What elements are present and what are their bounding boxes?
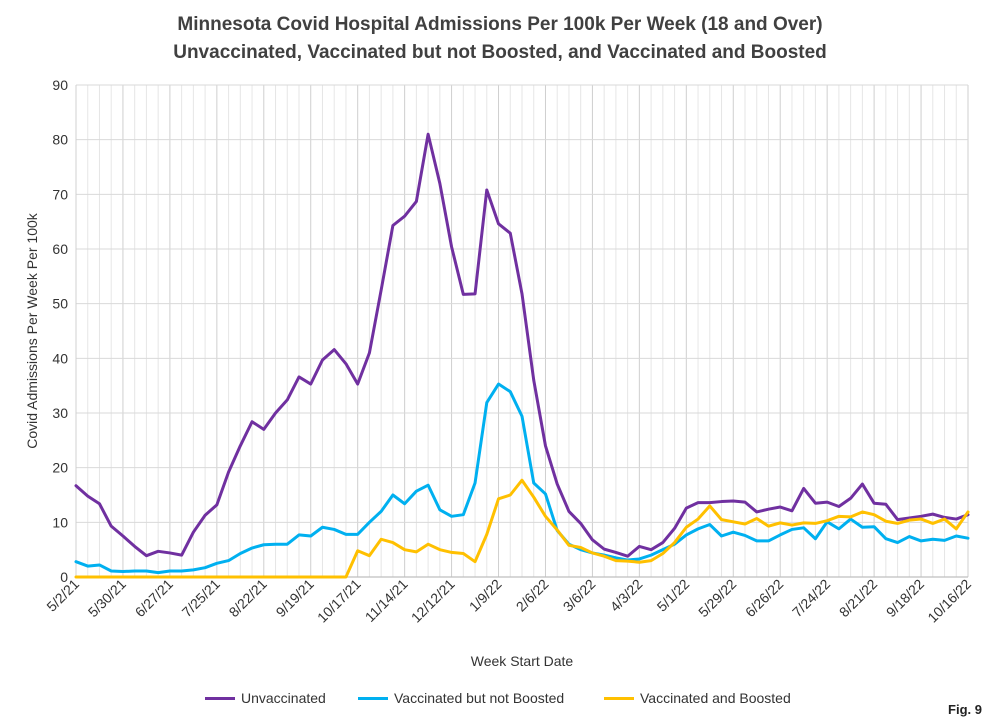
- x-tick-label: 10/17/21: [314, 576, 364, 626]
- x-tick-label: 5/1/22: [654, 576, 693, 615]
- x-tick-label: 12/12/21: [408, 576, 458, 626]
- x-tick-label: 8/21/22: [836, 576, 880, 620]
- legend-label-vaccinated-not-boosted: Vaccinated but not Boosted: [394, 690, 565, 706]
- legend-label-unvaccinated: Unvaccinated: [241, 690, 326, 706]
- x-tick-label: 3/6/22: [560, 576, 599, 615]
- legend-item-unvaccinated: Unvaccinated: [205, 690, 326, 706]
- legend-swatch-unvaccinated: [205, 696, 235, 700]
- y-tick-label: 80: [52, 132, 68, 148]
- x-tick-label: 6/27/21: [132, 576, 176, 620]
- chart-title: Minnesota Covid Hospital Admissions Per …: [177, 14, 823, 35]
- y-tick-label: 10: [52, 514, 68, 530]
- x-tick-label: 11/14/21: [362, 576, 411, 625]
- y-tick-label: 40: [52, 350, 68, 366]
- x-tick-label: 2/6/22: [513, 576, 552, 615]
- unvaccinated-line: [74, 132, 970, 558]
- legend-item-vaccinated-boosted: Vaccinated and Boosted: [604, 690, 791, 706]
- figure-label: Fig. 9: [948, 702, 982, 717]
- x-tick-label: 6/26/22: [742, 576, 786, 620]
- x-tick-label: 1/9/22: [466, 576, 505, 615]
- vaccinated-boosted-line: [74, 478, 970, 579]
- x-tick-label: 9/19/21: [273, 576, 317, 620]
- x-tick-label: 5/29/22: [695, 576, 739, 620]
- y-tick-label: 90: [52, 77, 68, 93]
- legend-item-vaccinated-not-boosted: Vaccinated but not Boosted: [358, 690, 564, 706]
- x-tick-label: 9/18/22: [883, 576, 927, 620]
- legend-label-vaccinated-boosted: Vaccinated and Boosted: [640, 690, 791, 706]
- x-tick-label: 7/25/21: [179, 576, 223, 620]
- chart-subtitle: Unvaccinated, Vaccinated but not Boosted…: [173, 42, 827, 63]
- y-tick-label: 50: [52, 296, 68, 312]
- y-tick-label: 0: [60, 569, 68, 585]
- y-tick-label: 30: [52, 405, 68, 421]
- x-axis-title: Week Start Date: [471, 653, 574, 669]
- x-tick-label: 10/16/22: [924, 576, 974, 626]
- x-tick-label: 4/3/22: [607, 576, 646, 615]
- y-tick-label: 20: [52, 460, 68, 476]
- y-tick-label: 60: [52, 241, 68, 257]
- y-tick-label: 70: [52, 186, 68, 202]
- legend-swatch-vaccinated-boosted: [604, 696, 634, 700]
- legend-swatch-vaccinated-not-boosted: [358, 696, 388, 700]
- vaccinated-not-boosted-line: [74, 382, 970, 575]
- x-tick-label: 7/24/22: [789, 576, 833, 620]
- x-tick-label: 5/30/21: [85, 576, 129, 620]
- y-axis-title: Covid Admissions Per Week Per 100k: [24, 212, 40, 449]
- x-tick-label: 8/22/21: [226, 576, 270, 620]
